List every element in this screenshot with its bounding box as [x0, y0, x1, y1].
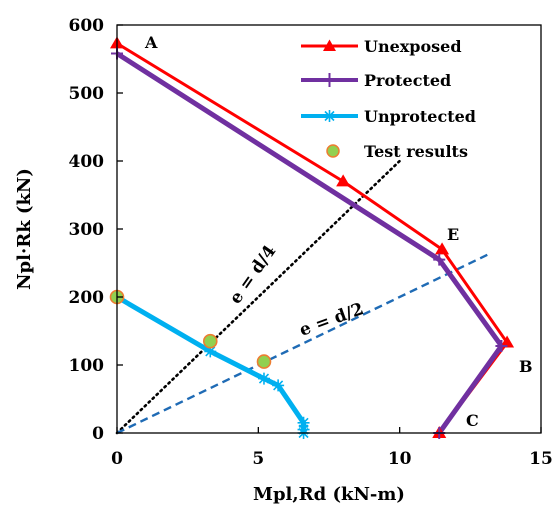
y-tick-label: 400: [69, 152, 105, 172]
data-point-test-results: [256, 354, 272, 369]
point-label-a: A: [144, 33, 158, 52]
x-tick-label: 5: [252, 449, 264, 469]
data-point-unexposed: [500, 335, 515, 348]
data-point-unprotected: [297, 416, 310, 429]
y-tick-label: 500: [69, 84, 105, 104]
legend-label-unprotected: Unprotected: [364, 107, 476, 126]
x-tick-label: 10: [388, 449, 412, 469]
legend-item-unprotected: Unprotected: [301, 107, 476, 126]
y-tick-label: 200: [69, 288, 105, 308]
data-point-unprotected: [272, 379, 285, 392]
point-label-c: C: [466, 411, 479, 430]
y-axis-title: Npl·Rk (kN): [14, 168, 35, 290]
data-point-unprotected: [204, 345, 217, 358]
star-marker-icon: [323, 110, 336, 122]
data-point-unexposed: [435, 242, 450, 255]
legend-item-test-results: Test results: [326, 142, 468, 161]
legend-item-protected: Protected: [301, 71, 451, 90]
legend-label-protected: Protected: [364, 71, 451, 90]
y-tick-label: 300: [69, 220, 105, 240]
x-tick-label: 0: [111, 449, 123, 469]
y-tick-label: 600: [69, 16, 105, 36]
legend: Unexposed Protected Unprotected Test res…: [301, 37, 476, 161]
plus-marker-icon: [322, 73, 337, 87]
y-tick-label: 0: [92, 424, 104, 444]
data-point-protected: [433, 253, 446, 266]
x-tick-label: 15: [529, 449, 553, 469]
data-point-unprotected: [257, 372, 270, 385]
circle-marker-icon: [326, 144, 340, 158]
legend-label-unexposed: Unexposed: [364, 37, 462, 56]
point-label-e: E: [447, 225, 459, 244]
data-point-unexposed: [336, 174, 351, 187]
x-axis-title: Mpl,Rd (kN-m): [253, 484, 405, 505]
data-point-protected: [495, 339, 508, 352]
reference-line-2: [116, 253, 488, 435]
y-tick-label: 100: [69, 356, 105, 376]
point-label-b: B: [519, 357, 533, 376]
triangle-marker-icon: [323, 39, 336, 51]
series-line-protected: [115, 51, 504, 435]
legend-label-test-results: Test results: [364, 142, 468, 161]
series-markers: [109, 36, 515, 439]
axis-ticks: 0 5 10 15 0 100 200 300 400 500 600: [69, 16, 553, 469]
data-point-test-results: [202, 333, 218, 349]
legend-item-unexposed: Unexposed: [301, 37, 462, 56]
